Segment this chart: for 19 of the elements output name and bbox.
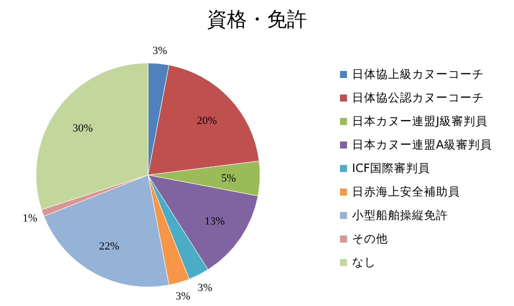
data-label: 13% xyxy=(204,215,225,228)
legend-label: 日赤海上安全補助員 xyxy=(352,184,460,198)
legend-label: 小型船舶操縦免許 xyxy=(352,208,448,222)
data-label: 3% xyxy=(152,45,168,58)
legend-label: 日本カヌー連盟J級審判員 xyxy=(352,114,488,128)
legend-label: なし xyxy=(352,255,376,269)
data-label: 22% xyxy=(99,240,120,253)
legend-label: 日本カヌー連盟A級審判員 xyxy=(352,138,492,152)
chart-title: 資格・免許 xyxy=(207,7,307,31)
legend-label: 日体協公認カヌーコーチ xyxy=(352,90,484,104)
data-label: 3% xyxy=(176,290,190,302)
legend-label: その他 xyxy=(352,232,388,246)
legend-label: 日体協上級カヌーコーチ xyxy=(352,67,484,81)
data-label: 30% xyxy=(72,122,93,135)
legend-label: ICF国際審判員 xyxy=(352,161,430,175)
data-label: 1% xyxy=(22,212,38,224)
data-label: 5% xyxy=(221,172,236,185)
data-label: 20% xyxy=(196,114,217,127)
data-label: 3% xyxy=(198,282,212,294)
